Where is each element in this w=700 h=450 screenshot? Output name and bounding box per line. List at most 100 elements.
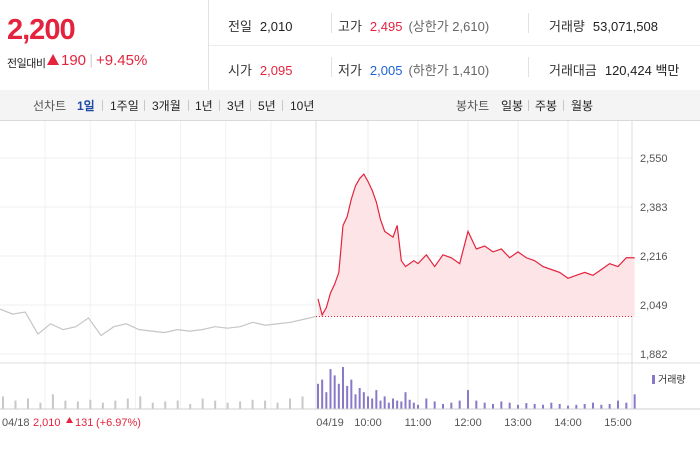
volume-bar-prev-day <box>301 396 304 409</box>
series-today-area <box>318 174 635 317</box>
volume-bar-today <box>633 394 636 409</box>
tab-divider <box>528 100 529 111</box>
volume-bar-prev-day <box>214 400 217 409</box>
prev-day-change: 131 <box>75 417 93 429</box>
volume-bar-prev-day <box>2 396 4 409</box>
volume-bar-today <box>333 375 336 409</box>
volume-bar-today <box>342 367 344 409</box>
price-chart: 2,550 2,383 2,216 2,049 1,882 거래량 04/19 10:00 11… <box>0 121 700 429</box>
volume-bar-today <box>450 402 453 409</box>
volume-bar-today <box>425 398 428 409</box>
tab-daily-candle[interactable]: 일봉 <box>501 99 524 113</box>
quote-summary-panel: 2,200 전일대비 190 | +9.45% 전일 2,010 고가 2,495(… <box>0 0 700 91</box>
tab-3y[interactable]: 3년 <box>227 99 245 113</box>
y-tick-label: 2,550 <box>640 153 668 165</box>
tab-divider <box>144 100 145 111</box>
volume-bar-today <box>354 394 357 409</box>
volume-bar-prev-day <box>101 402 104 409</box>
volume-bar-today <box>600 404 603 409</box>
volume-bar-today <box>583 403 586 409</box>
change-percent: +9.45% <box>96 52 148 69</box>
volume-bar-prev-day <box>114 400 117 409</box>
volume-bar-prev-day <box>289 398 292 409</box>
volume-bar-today <box>329 369 332 409</box>
prev-day-percent: (+6.97%) <box>96 417 141 429</box>
prev-day-price: 2,010 <box>33 417 61 429</box>
stats-divider <box>331 13 332 33</box>
volume-bar-today <box>379 400 382 409</box>
stats-divider <box>528 13 529 33</box>
tab-1d[interactable]: 1일 <box>77 99 95 113</box>
price-box: 2,200 전일대비 190 | +9.45% <box>0 0 209 90</box>
volume-bar-today <box>375 390 378 409</box>
volume-legend-swatch <box>652 375 655 384</box>
tab-3m[interactable]: 3개월 <box>152 99 181 113</box>
volume-bar-today <box>362 392 365 409</box>
volume-bar-today <box>387 402 390 409</box>
volume-bar-prev-day <box>189 403 192 409</box>
volume-bar-prev-day <box>51 394 54 409</box>
current-price: 2,200 <box>7 14 76 46</box>
volume-bar-today <box>625 402 628 409</box>
volume-bar-today <box>396 400 399 409</box>
tab-weekly-candle[interactable]: 주봉 <box>535 99 558 113</box>
x-tick-label: 15:00 <box>604 417 632 429</box>
up-triangle-icon <box>47 54 59 65</box>
x-tick-label: 12:00 <box>454 417 482 429</box>
volume-legend-label: 거래량 <box>658 374 686 386</box>
volume-bar-today <box>337 383 340 409</box>
volume-bar-today <box>321 379 324 409</box>
tab-1w[interactable]: 1주일 <box>110 99 139 113</box>
volume-bar-today <box>492 403 494 409</box>
volume-bar-prev-day <box>164 401 167 409</box>
volume-bar-today <box>525 403 528 409</box>
tab-divider <box>250 100 251 111</box>
volume-bar-today <box>408 399 411 409</box>
volume-bar-today <box>325 392 328 409</box>
tab-5y[interactable]: 5년 <box>258 99 276 113</box>
volume-bar-today <box>392 398 394 409</box>
volume-bar-prev-day <box>251 399 254 409</box>
volume-bar-today <box>592 402 594 409</box>
tab-divider <box>219 100 220 111</box>
stats-divider <box>331 57 332 77</box>
volume-bar-prev-day <box>26 398 29 409</box>
tab-10y[interactable]: 10년 <box>290 99 315 113</box>
volume-bar-today <box>508 402 511 409</box>
x-tick-label: 10:00 <box>354 417 382 429</box>
stat-open: 시가 2,095 <box>228 63 293 78</box>
chart-period-tabbar: 선차트 1일 1주일 3개월 1년 3년 5년 10년 봉차트 일봉 주봉 월봉 <box>0 90 700 121</box>
volume-bar-prev-day <box>226 402 229 409</box>
stat-volume: 거래량 53,071,508 <box>549 19 658 34</box>
change-value: 190 <box>61 52 87 69</box>
y-tick-label: 2,049 <box>640 300 668 312</box>
volume-bar-today <box>317 383 319 409</box>
x-tick-label: 13:00 <box>504 417 532 429</box>
prev-day-up-icon <box>66 417 73 423</box>
volume-bar-prev-day <box>14 400 17 409</box>
volume-bar-prev-day <box>126 398 129 409</box>
x-tick-label: 11:00 <box>405 417 432 429</box>
tab-1y[interactable]: 1년 <box>195 99 213 113</box>
change-label: 전일대비 <box>7 57 46 70</box>
stats-row-divider <box>209 45 700 46</box>
prev-day-date: 04/18 <box>2 417 30 429</box>
tab-monthly-candle[interactable]: 월봉 <box>571 99 594 113</box>
volume-bar-prev-day <box>201 398 204 409</box>
stat-high: 고가 2,495 (상한가 2,610) <box>338 19 490 34</box>
volume-bar-prev-day <box>64 400 67 409</box>
stat-amount: 거래대금 120,424 백만 <box>549 63 680 78</box>
stats-divider <box>528 57 529 77</box>
volume-bar-today <box>458 400 461 409</box>
volume-bar-today <box>542 404 544 409</box>
y-tick-label: 1,882 <box>640 349 668 361</box>
volume-bar-prev-day <box>176 400 179 409</box>
stat-low: 저가 2,005 (하한가 1,410) <box>338 63 490 78</box>
volume-bar-prev-day <box>151 402 154 409</box>
volume-bar-today <box>417 404 419 409</box>
volume-bar-prev-day <box>39 402 42 409</box>
series-prev-day-line <box>0 308 317 337</box>
volume-bar-today <box>400 401 403 409</box>
volume-bar-prev-day <box>264 400 267 409</box>
stat-prev-close: 전일 2,010 <box>228 19 293 34</box>
